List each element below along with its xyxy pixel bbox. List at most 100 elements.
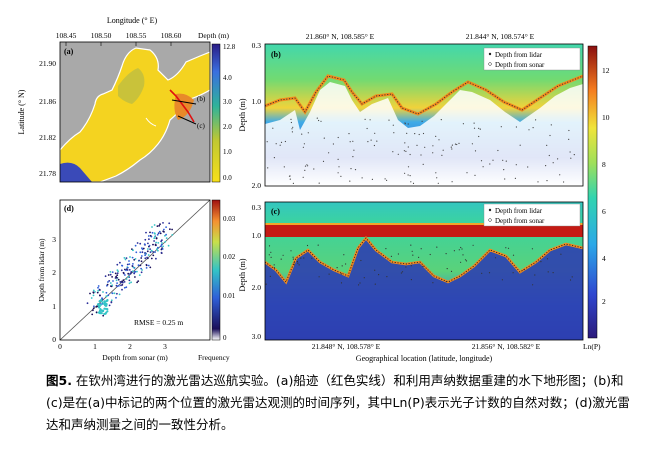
scatter-point bbox=[144, 238, 147, 241]
panel-a-colorbar-tick: 0.0 bbox=[223, 174, 232, 182]
scatter-point bbox=[169, 228, 171, 231]
noise-photon bbox=[337, 172, 339, 174]
noise-photon bbox=[442, 149, 444, 151]
scatter-point-dense bbox=[104, 307, 107, 310]
frequency-title: Frequency bbox=[198, 353, 230, 362]
panel-c-y-tick: 2.0 bbox=[252, 283, 262, 292]
noise-photon bbox=[353, 149, 355, 151]
panel-d-y-tick: 0 bbox=[52, 335, 56, 344]
scatter-point bbox=[143, 243, 146, 246]
panel-a-left-axis-title: Latitude (° N) bbox=[17, 89, 26, 134]
panel-a-top-axis-title: Longitude (° E) bbox=[107, 16, 158, 25]
sonar-marker-icon bbox=[488, 218, 492, 222]
noise-photon bbox=[401, 271, 404, 273]
panel-a-colorbar-tick: 2.0 bbox=[223, 123, 232, 131]
noise-photon bbox=[297, 262, 299, 264]
scatter-point bbox=[128, 260, 130, 262]
scatter-point bbox=[133, 272, 136, 275]
scatter-point bbox=[135, 251, 138, 254]
scatter-point-dense bbox=[98, 300, 101, 303]
noise-photon bbox=[359, 282, 361, 284]
scatter-point bbox=[115, 296, 117, 299]
noise-photon bbox=[303, 257, 305, 259]
noise-photon bbox=[390, 255, 392, 257]
panel-a-frame bbox=[59, 41, 211, 183]
scatter-point bbox=[138, 259, 141, 262]
panel-a-top-tick: 108.45 bbox=[56, 31, 77, 40]
noise-photon bbox=[548, 154, 550, 157]
scatter-point bbox=[108, 304, 111, 307]
noise-photon bbox=[437, 182, 439, 184]
noise-photon bbox=[290, 118, 292, 120]
scatter-point bbox=[92, 289, 95, 292]
scatter-point bbox=[134, 270, 137, 273]
noise-photon bbox=[345, 263, 347, 265]
noise-photon bbox=[410, 265, 412, 267]
scatter-point bbox=[153, 232, 156, 235]
scatter-point-dense bbox=[103, 312, 106, 315]
scatter-point-dense bbox=[106, 299, 109, 302]
noise-photon bbox=[316, 117, 318, 119]
scatter-point-dense bbox=[101, 301, 104, 304]
noise-photon bbox=[432, 152, 434, 154]
panel-a-colorbar-tick: 3.0 bbox=[223, 98, 232, 106]
scatter-point bbox=[163, 231, 165, 233]
noise-photon bbox=[292, 258, 294, 260]
noise-photon bbox=[471, 143, 473, 145]
panel-a-top-tick: 108.60 bbox=[161, 31, 182, 40]
scatter-point bbox=[92, 307, 95, 310]
scatter-point bbox=[171, 228, 174, 231]
lnp-title: Ln(P) bbox=[583, 342, 601, 351]
scatter-point bbox=[171, 234, 174, 236]
noise-photon bbox=[422, 265, 424, 267]
scatter-point bbox=[139, 251, 142, 254]
scatter-point bbox=[149, 251, 152, 254]
scatter-point bbox=[147, 235, 150, 237]
noise-photon bbox=[403, 150, 405, 152]
noise-photon bbox=[348, 133, 350, 135]
noise-photon bbox=[291, 131, 293, 133]
scatter-point bbox=[92, 291, 95, 294]
panel-c-legend-box bbox=[483, 203, 581, 227]
noise-photon bbox=[304, 165, 307, 167]
panel-b-noise-points bbox=[266, 117, 575, 184]
noise-photon bbox=[265, 283, 267, 285]
noise-photon bbox=[450, 270, 453, 272]
scatter-point bbox=[128, 269, 131, 271]
noise-photon bbox=[465, 260, 468, 262]
noise-photon bbox=[546, 258, 549, 260]
scatter-point bbox=[134, 258, 137, 260]
noise-photon bbox=[301, 133, 303, 135]
scatter-point bbox=[127, 275, 130, 278]
noise-photon bbox=[552, 162, 554, 164]
noise-photon bbox=[374, 269, 376, 271]
noise-photon bbox=[279, 144, 281, 146]
noise-photon bbox=[480, 160, 483, 162]
noise-photon bbox=[412, 254, 414, 256]
scatter-point bbox=[134, 244, 137, 247]
noise-photon bbox=[369, 119, 371, 121]
scatter-point bbox=[140, 257, 143, 259]
noise-photon bbox=[451, 148, 453, 150]
scatter-point bbox=[147, 248, 149, 250]
scatter-point bbox=[149, 248, 152, 251]
scatter-point bbox=[150, 249, 153, 252]
figure-number: 图5. bbox=[46, 373, 72, 388]
noise-photon bbox=[343, 254, 345, 256]
panel-d-y-tick: 2 bbox=[52, 268, 56, 277]
noise-photon bbox=[418, 133, 420, 136]
noise-photon bbox=[481, 272, 483, 274]
panel-c-y-tick: 3.0 bbox=[252, 332, 262, 341]
scatter-point bbox=[146, 256, 149, 259]
scatter-point bbox=[86, 302, 89, 305]
noise-photon bbox=[373, 144, 375, 147]
scatter-point-dense bbox=[98, 305, 101, 308]
noise-photon bbox=[340, 273, 342, 275]
scatter-point bbox=[161, 248, 164, 250]
scatter-point bbox=[108, 280, 111, 282]
noise-photon bbox=[458, 142, 460, 144]
scatter-point bbox=[128, 279, 131, 282]
scatter-point bbox=[92, 294, 95, 297]
scatter-point bbox=[105, 291, 108, 294]
scatter-point bbox=[124, 258, 127, 261]
